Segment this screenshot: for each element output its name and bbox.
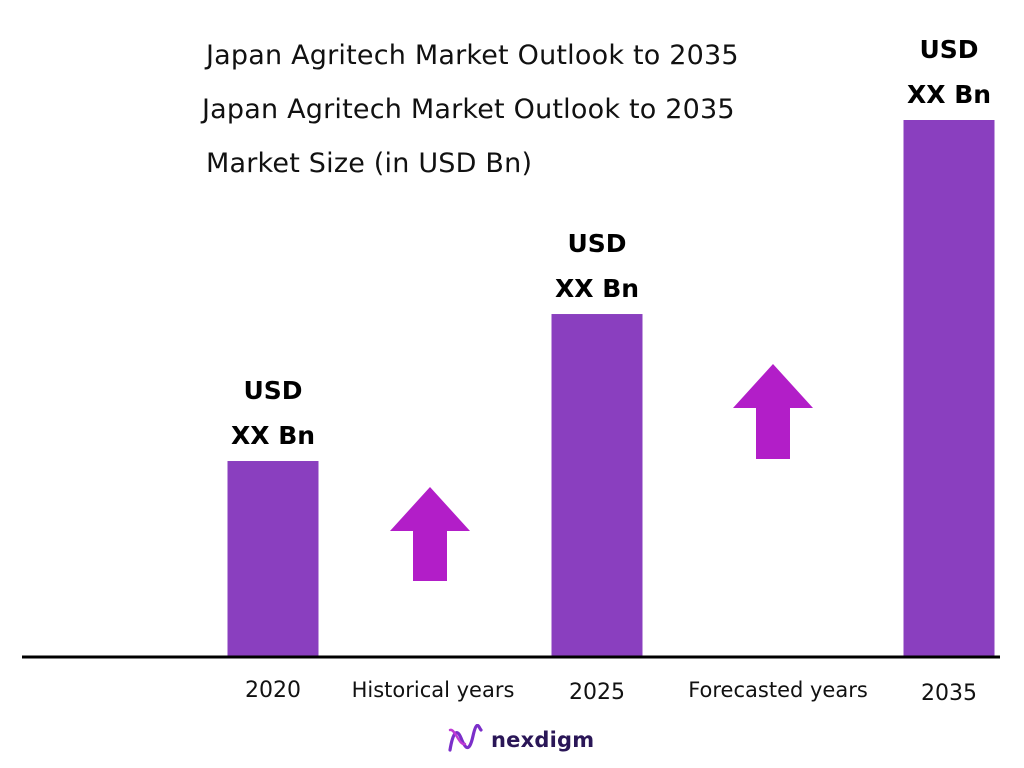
growth-arrow-historical bbox=[390, 487, 470, 581]
growth-arrow-forecast bbox=[733, 364, 813, 459]
chart-title-2: Japan Agritech Market Outlook to 2035 bbox=[202, 94, 735, 125]
period-label-0: Historical years bbox=[352, 678, 515, 702]
value-label-2025-1: XX Bn bbox=[555, 274, 639, 303]
nexdigm-logo-icon bbox=[448, 724, 483, 752]
tick-label-2025: 2025 bbox=[569, 680, 625, 705]
bar-2035 bbox=[903, 120, 995, 657]
period-label-1: Forecasted years bbox=[688, 678, 868, 702]
tick-label-2035: 2035 bbox=[921, 681, 977, 706]
value-label-2025-0: USD bbox=[567, 229, 626, 258]
value-label-2035-0: USD bbox=[919, 35, 978, 64]
brand-logo: nexdigm bbox=[447, 724, 594, 756]
value-label-2020-0: USD bbox=[243, 376, 302, 405]
bar-2020 bbox=[227, 461, 319, 657]
bar-2025 bbox=[551, 314, 643, 657]
value-label-2020-1: XX Bn bbox=[231, 421, 315, 450]
value-label-2035-1: XX Bn bbox=[907, 80, 991, 109]
tick-label-2020: 2020 bbox=[245, 678, 301, 703]
brand-name: nexdigm bbox=[491, 728, 595, 752]
chart-title-1: Japan Agritech Market Outlook to 2035 bbox=[206, 40, 739, 71]
chart-subtitle: Market Size (in USD Bn) bbox=[206, 148, 533, 179]
